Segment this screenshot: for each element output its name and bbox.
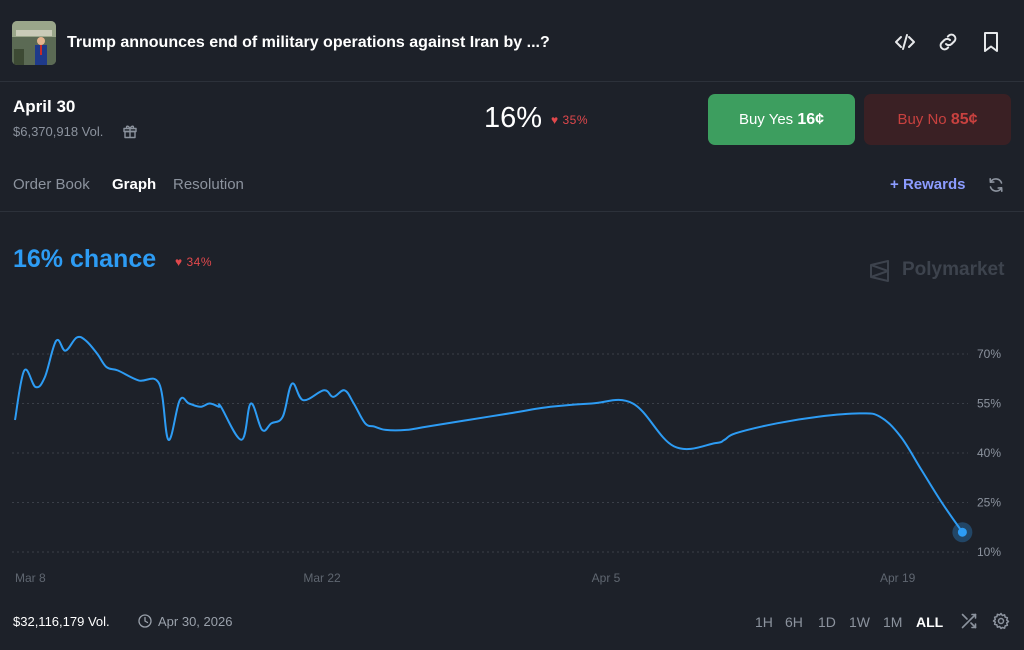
y-tick-label: 55% bbox=[977, 397, 1001, 411]
chance-change: ♥ 34% bbox=[175, 255, 212, 269]
tab-order-book[interactable]: Order Book bbox=[13, 176, 90, 193]
x-tick-label: Apr 19 bbox=[880, 571, 916, 585]
current-point bbox=[957, 527, 967, 537]
y-tick-label: 10% bbox=[977, 545, 1001, 559]
market-probability: 16% bbox=[484, 102, 543, 134]
gift-icon[interactable] bbox=[122, 123, 138, 139]
down-triangle-icon: ♥ bbox=[551, 113, 559, 127]
plus-icon: + bbox=[890, 176, 899, 193]
chance-label: 16% chance bbox=[13, 245, 157, 273]
y-tick-label: 25% bbox=[977, 496, 1001, 510]
y-tick-label: 70% bbox=[977, 347, 1001, 361]
rewards-button[interactable]: + Rewards bbox=[890, 176, 966, 193]
settings-gear-icon[interactable] bbox=[992, 612, 1010, 630]
buy-yes-button[interactable]: Buy Yes 16¢ bbox=[708, 94, 855, 145]
range-1w[interactable]: 1W bbox=[849, 614, 870, 630]
market-outcome-title: April 30 bbox=[13, 97, 76, 116]
link-icon[interactable] bbox=[936, 30, 960, 54]
down-triangle-icon: ♥ bbox=[175, 255, 183, 269]
tab-graph[interactable]: Graph bbox=[112, 176, 157, 193]
shuffle-icon[interactable] bbox=[960, 612, 978, 630]
x-tick-label: Apr 5 bbox=[592, 571, 621, 585]
range-all[interactable]: ALL bbox=[916, 614, 944, 630]
probability-change: ♥ 35% bbox=[551, 113, 588, 127]
range-1d[interactable]: 1D bbox=[818, 614, 836, 630]
polymarket-logo-icon bbox=[870, 260, 889, 282]
buy-no-button[interactable]: Buy No 85¢ bbox=[864, 94, 1011, 145]
tab-resolution[interactable]: Resolution bbox=[173, 176, 244, 193]
series-line bbox=[14, 335, 964, 533]
x-tick-label: Mar 22 bbox=[303, 571, 341, 585]
refresh-icon[interactable] bbox=[987, 176, 1005, 194]
market-header: Trump announces end of military operatio… bbox=[0, 0, 1024, 82]
range-1m[interactable]: 1M bbox=[883, 614, 903, 630]
price-chart[interactable]: 10% 25% 40% 55% 70% Mar 8 Mar 22 Apr 5 Apr 19 bbox=[0, 320, 1024, 590]
market-title: Trump announces end of military operatio… bbox=[67, 34, 550, 51]
bookmark-icon[interactable] bbox=[979, 30, 1003, 54]
range-6h[interactable]: 6H bbox=[785, 614, 803, 630]
total-volume: $32,116,179 Vol. bbox=[13, 614, 110, 629]
code-icon[interactable] bbox=[893, 30, 917, 54]
market-thumbnail[interactable] bbox=[12, 21, 56, 65]
tabs-divider bbox=[0, 211, 1024, 212]
market-volume: $6,370,918 Vol. bbox=[13, 124, 104, 139]
range-1h[interactable]: 1H bbox=[755, 614, 773, 630]
x-tick-label: Mar 8 bbox=[15, 571, 46, 585]
clock-icon bbox=[138, 614, 152, 628]
y-tick-label: 40% bbox=[977, 446, 1001, 460]
